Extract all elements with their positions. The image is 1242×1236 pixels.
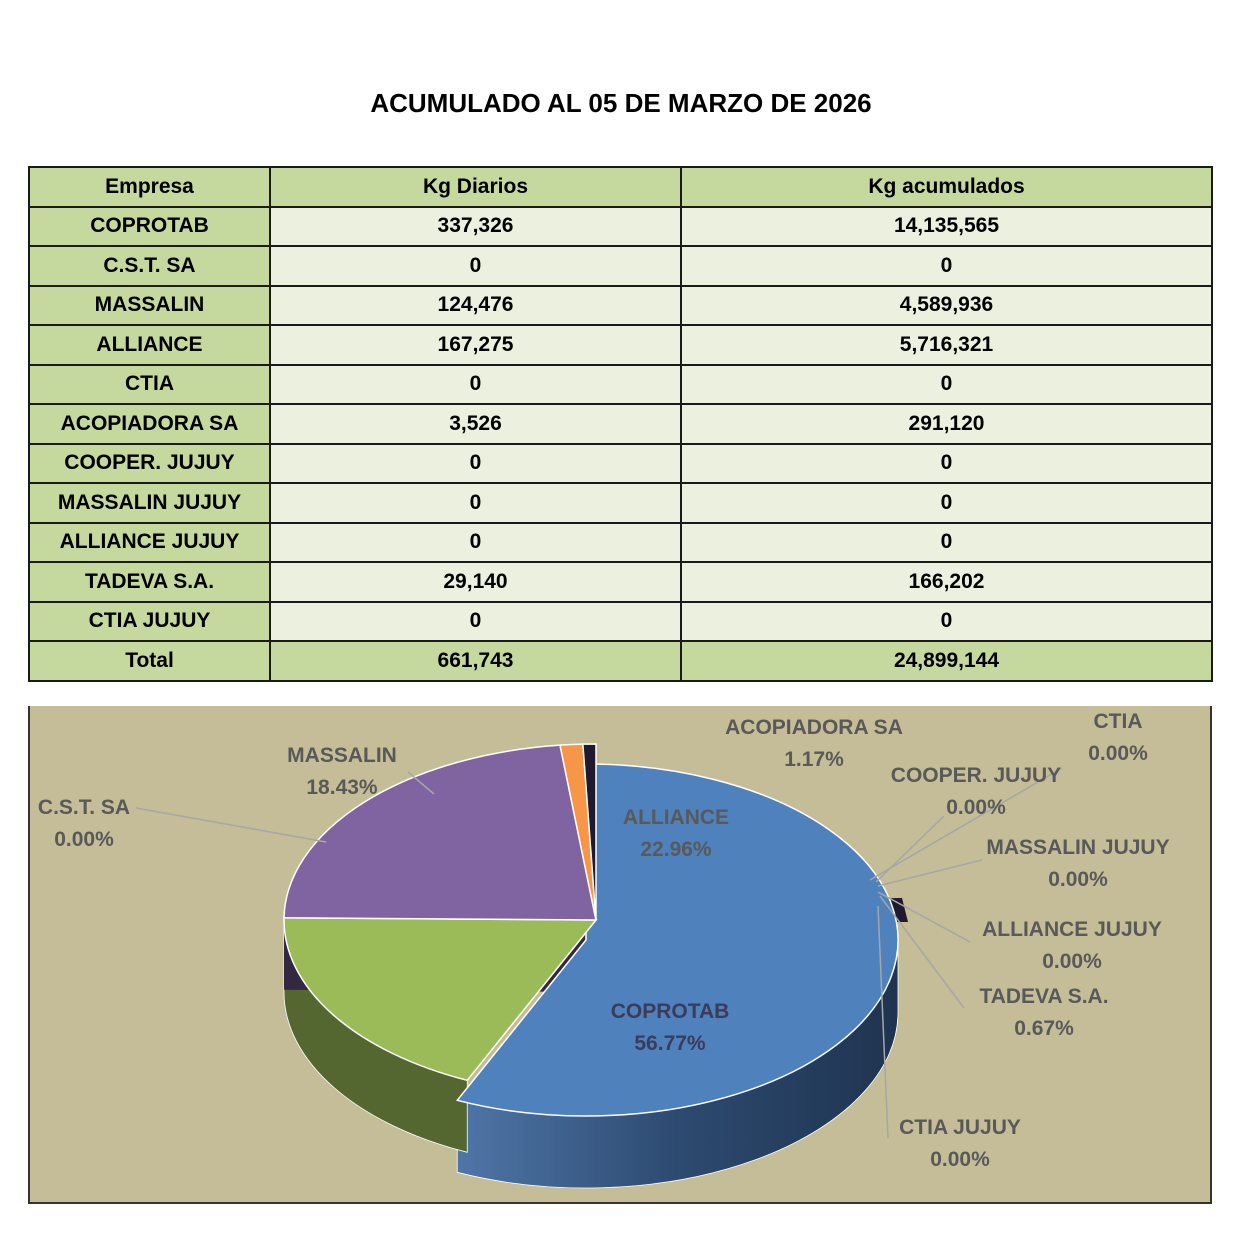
- label-pct-c-s-t-sa: 0.00%: [54, 828, 114, 851]
- production-table: Empresa Kg Diarios Kg acumulados COPROTA…: [28, 166, 1213, 682]
- cell-kg-acumulados: 14,135,565: [680, 205, 1213, 247]
- cell-empresa: C.S.T. SA: [28, 245, 271, 287]
- cell-kg-diarios: 124,476: [269, 284, 682, 326]
- cell-kg-diarios: 661,743: [269, 640, 682, 682]
- cell-kg-acumulados: 0: [680, 363, 1213, 405]
- table-row: COOPER. JUJUY 0 0: [28, 442, 1213, 484]
- cell-kg-diarios: 0: [269, 482, 682, 524]
- table-row: MASSALIN 124,476 4,589,936: [28, 284, 1213, 326]
- cell-empresa: Total: [28, 640, 271, 682]
- cell-empresa: MASSALIN: [28, 284, 271, 326]
- cell-kg-diarios: 0: [269, 521, 682, 563]
- label-pct-massalin: 18.43%: [306, 776, 378, 799]
- label-name-ctia-jujuy: CTIA JUJUY: [899, 1116, 1021, 1139]
- leader-line-ctia-jujuy: [877, 905, 889, 1139]
- cell-kg-diarios: 29,140: [269, 561, 682, 603]
- pie-slice-tadeva-s-a: [582, 743, 597, 921]
- cell-kg-acumulados: 4,589,936: [680, 284, 1213, 326]
- table-row: ALLIANCE JUJUY 0 0: [28, 521, 1213, 563]
- label-pct-coprotab: 56.77%: [634, 1032, 706, 1055]
- label-pct-acopiadora-sa: 1.17%: [784, 748, 844, 771]
- cell-kg-diarios: 337,326: [269, 205, 682, 247]
- cell-kg-acumulados: 0: [680, 521, 1213, 563]
- table-row: CTIA JUJUY 0 0: [28, 600, 1213, 642]
- pie-chart-area: COPROTAB 56.77% C.S.T. SA 0.00% MASSALIN 18.4…: [28, 706, 1212, 1204]
- cell-kg-acumulados: 0: [680, 245, 1213, 287]
- leader-line-alliance-jujuy: [877, 891, 971, 943]
- label-name-massalin: MASSALIN: [287, 744, 397, 767]
- header-kg-diarios: Kg Diarios: [269, 166, 682, 208]
- label-name-alliance-jujuy: ALLIANCE JUJUY: [982, 918, 1162, 941]
- cell-kg-acumulados: 166,202: [680, 561, 1213, 603]
- cell-kg-acumulados: 5,716,321: [680, 324, 1213, 366]
- label-name-acopiadora-sa: ACOPIADORA SA: [725, 716, 903, 739]
- table-row: MASSALIN JUJUY 0 0: [28, 482, 1213, 524]
- cell-kg-acumulados: 0: [680, 442, 1213, 484]
- cell-empresa: ALLIANCE: [28, 324, 271, 366]
- label-name-coprotab: COPROTAB: [611, 1000, 730, 1023]
- cell-kg-acumulados: 0: [680, 482, 1213, 524]
- label-name-c-s-t-sa: C.S.T. SA: [38, 796, 130, 819]
- cell-kg-diarios: 0: [269, 442, 682, 484]
- label-pct-ctia: 0.00%: [1088, 742, 1148, 765]
- cell-empresa: TADEVA S.A.: [28, 561, 271, 603]
- cell-kg-acumulados: 0: [680, 600, 1213, 642]
- label-name-alliance: ALLIANCE: [623, 806, 729, 829]
- table-row: TADEVA S.A. 29,140 166,202: [28, 561, 1213, 603]
- pie-slice-coprotab: [455, 763, 899, 1117]
- header-kg-acumulados: Kg acumulados: [680, 166, 1213, 208]
- label-pct-ctia-jujuy: 0.00%: [930, 1148, 990, 1171]
- pie-slice-massalin: [283, 917, 598, 1082]
- cell-kg-acumulados: 291,120: [680, 403, 1213, 445]
- header-empresa: Empresa: [28, 166, 271, 208]
- table-header-row: Empresa Kg Diarios Kg acumulados: [28, 166, 1213, 208]
- label-pct-alliance-jujuy: 0.00%: [1042, 950, 1102, 973]
- pie-chart: COPROTAB 56.77% C.S.T. SA 0.00% MASSALIN 18.4…: [38, 710, 1170, 1189]
- leader-line-c-s-t-sa: [135, 807, 327, 843]
- label-pct-alliance: 22.96%: [640, 838, 712, 861]
- label-pct-tadeva-s-a: 0.67%: [1014, 1017, 1074, 1040]
- label-name-ctia: CTIA: [1094, 710, 1143, 733]
- cell-empresa: COOPER. JUJUY: [28, 442, 271, 484]
- table-row: ALLIANCE 167,275 5,716,321: [28, 324, 1213, 366]
- label-pct-cooper-jujuy: 0.00%: [946, 796, 1006, 819]
- cell-kg-diarios: 0: [269, 363, 682, 405]
- leader-line-massalin-jujuy: [877, 859, 983, 887]
- cell-kg-diarios: 3,526: [269, 403, 682, 445]
- table-total-row: Total 661,743 24,899,144: [28, 640, 1213, 682]
- cell-empresa: ACOPIADORA SA: [28, 403, 271, 445]
- label-name-tadeva-s-a: TADEVA S.A.: [979, 985, 1108, 1008]
- label-name-cooper-jujuy: COOPER. JUJUY: [891, 764, 1061, 787]
- table-row: CTIA 0 0: [28, 363, 1213, 405]
- label-name-massalin-jujuy: MASSALIN JUJUY: [986, 836, 1169, 859]
- table-row: COPROTAB 337,326 14,135,565: [28, 205, 1213, 247]
- cell-empresa: MASSALIN JUJUY: [28, 482, 271, 524]
- leader-line-massalin: [407, 771, 435, 795]
- table-row: C.S.T. SA 0 0: [28, 245, 1213, 287]
- cell-empresa: CTIA: [28, 363, 271, 405]
- leader-line-cooper-jujuy: [875, 815, 945, 883]
- cell-empresa: COPROTAB: [28, 205, 271, 247]
- pie-slice-alliance: [283, 744, 597, 921]
- cell-empresa: CTIA JUJUY: [28, 600, 271, 642]
- leader-line-ctia: [869, 767, 1063, 881]
- cell-kg-acumulados: 24,899,144: [680, 640, 1213, 682]
- cell-kg-diarios: 167,275: [269, 324, 682, 366]
- cell-kg-diarios: 0: [269, 600, 682, 642]
- page-title: ACUMULADO AL 05 DE MARZO DE 2026: [370, 88, 872, 118]
- leader-line-tadeva-s-a: [879, 895, 965, 1009]
- label-pct-massalin-jujuy: 0.00%: [1048, 868, 1108, 891]
- cell-empresa: ALLIANCE JUJUY: [28, 521, 271, 563]
- table-row: ACOPIADORA SA 3,526 291,120: [28, 403, 1213, 445]
- cell-kg-diarios: 0: [269, 245, 682, 287]
